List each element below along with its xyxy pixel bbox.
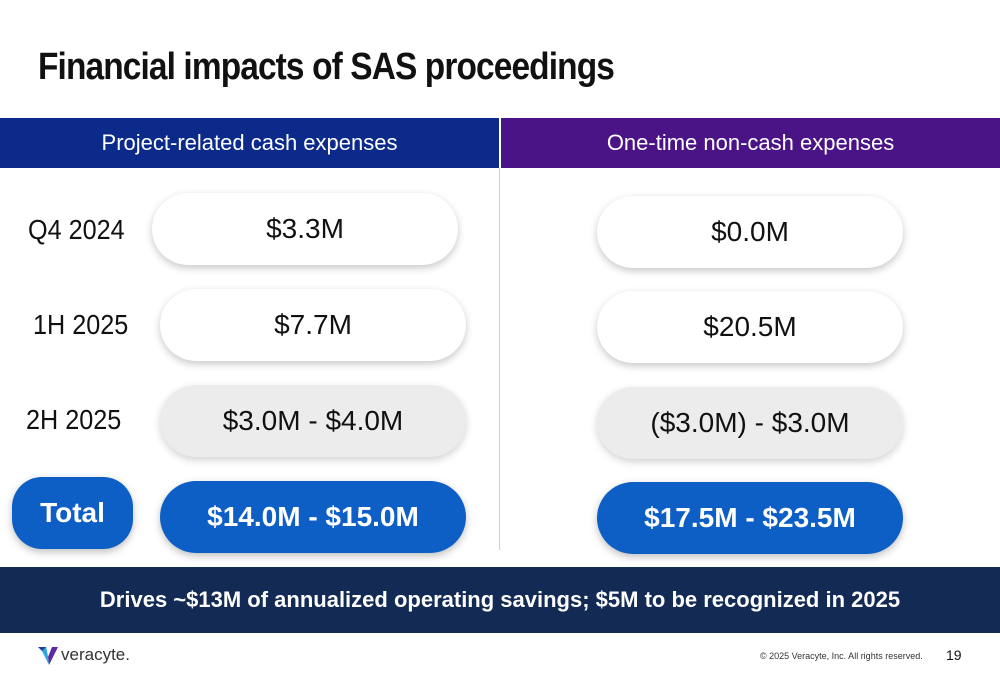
copyright-text: © 2025 Veracyte, Inc. All rights reserve… <box>760 651 923 661</box>
row-label-q4-2024: Q4 2024 <box>28 214 125 245</box>
non-cash-value-total: $17.5M - $23.5M <box>597 482 903 554</box>
slide-title: Financial impacts of SAS proceedings <box>38 46 615 88</box>
non-cash-value-1h-2025: $20.5M <box>597 291 903 363</box>
non-cash-expenses-header: One-time non-cash expenses <box>501 118 1000 168</box>
cash-value-q4-2024: $3.3M <box>152 193 458 265</box>
veracyte-logo-icon <box>38 647 58 665</box>
logo-wordmark: veracyte. <box>61 645 130 664</box>
veracyte-logo: veracyte. <box>38 645 130 665</box>
total-label-pill: Total <box>12 477 133 549</box>
column-divider <box>499 168 500 550</box>
non-cash-value-q4-2024: $0.0M <box>597 196 903 268</box>
cash-expenses-header: Project-related cash expenses <box>0 118 499 168</box>
row-label-1h-2025: 1H 2025 <box>33 309 129 340</box>
cash-value-1h-2025: $7.7M <box>160 289 466 361</box>
row-label-2h-2025: 2H 2025 <box>26 404 122 435</box>
cash-value-total: $14.0M - $15.0M <box>160 481 466 553</box>
page-number: 19 <box>946 647 962 663</box>
non-cash-value-2h-2025: ($3.0M) - $3.0M <box>597 387 903 459</box>
savings-banner: Drives ~$13M of annualized operating sav… <box>0 567 1000 633</box>
cash-value-2h-2025: $3.0M - $4.0M <box>160 385 466 457</box>
